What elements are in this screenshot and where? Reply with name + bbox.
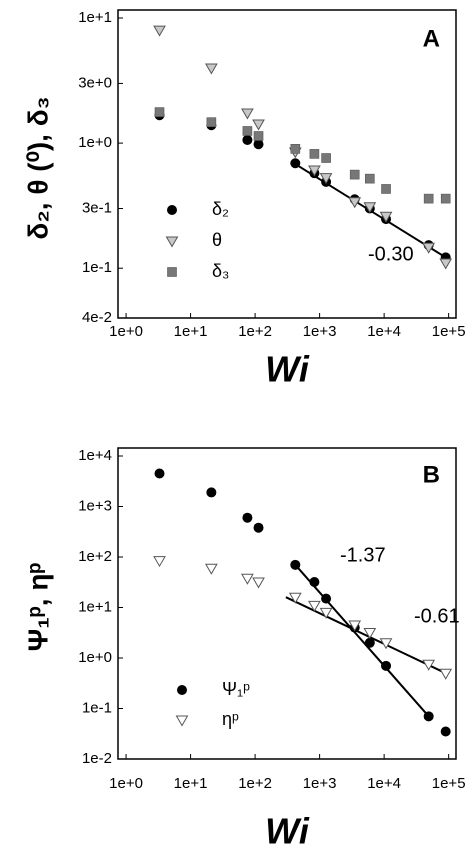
point bbox=[439, 258, 453, 270]
legend-marker bbox=[175, 715, 189, 727]
y-tick-label: 3e+0 bbox=[78, 74, 112, 91]
point bbox=[253, 522, 264, 533]
legend-marker bbox=[177, 685, 187, 695]
y-tick-label: 1e-2 bbox=[82, 750, 112, 767]
point bbox=[253, 131, 264, 141]
y-tick-label: 1e+4 bbox=[78, 447, 112, 464]
point bbox=[206, 117, 217, 127]
point bbox=[308, 600, 321, 612]
point bbox=[363, 202, 377, 214]
point bbox=[363, 627, 377, 639]
point bbox=[242, 126, 253, 136]
x-tick-label: 1e+3 bbox=[303, 323, 337, 340]
point bbox=[365, 173, 375, 184]
point bbox=[381, 184, 391, 194]
x-tick-label: 1e+3 bbox=[303, 775, 337, 792]
point bbox=[319, 173, 333, 185]
y-tick-label: 1e+1 bbox=[78, 598, 112, 615]
y-tick-label: 1e-1 bbox=[82, 699, 112, 716]
point bbox=[321, 153, 331, 163]
fit-label: -0.30 bbox=[368, 243, 414, 265]
x-tick-label: 1e+0 bbox=[109, 775, 143, 792]
point bbox=[379, 211, 393, 223]
legend-marker bbox=[165, 236, 179, 248]
point bbox=[242, 134, 253, 145]
point bbox=[253, 139, 264, 150]
y-tick-label: 1e+1 bbox=[78, 9, 112, 26]
legend-label: ηᵖ bbox=[222, 709, 239, 729]
point bbox=[348, 197, 362, 209]
point bbox=[204, 63, 218, 75]
point bbox=[206, 487, 217, 498]
point bbox=[154, 107, 165, 117]
point bbox=[348, 620, 362, 632]
point bbox=[319, 607, 333, 619]
legend-label: θ bbox=[212, 230, 222, 250]
fit-line bbox=[294, 564, 430, 717]
point bbox=[153, 556, 166, 568]
panel-label: B bbox=[423, 461, 440, 488]
point bbox=[364, 637, 375, 648]
panel-label: A bbox=[423, 25, 440, 52]
point bbox=[422, 659, 436, 671]
point bbox=[241, 573, 254, 585]
x-tick-label: 1e+1 bbox=[174, 775, 208, 792]
x-tick-label: 1e+5 bbox=[432, 775, 466, 792]
point bbox=[309, 149, 320, 159]
y-axis-label: δ₂, θ (⁰), δ₃ bbox=[22, 96, 53, 239]
point bbox=[290, 559, 301, 570]
point bbox=[379, 638, 393, 650]
point bbox=[308, 165, 321, 177]
plot-frame bbox=[117, 9, 457, 319]
point bbox=[423, 711, 434, 722]
x-tick-label: 1e+4 bbox=[367, 323, 401, 340]
point bbox=[440, 193, 451, 204]
point bbox=[440, 726, 451, 737]
y-tick-label: 3e-1 bbox=[82, 199, 112, 216]
point bbox=[381, 660, 392, 671]
x-tick-label: 1e+4 bbox=[367, 775, 401, 792]
fit-label: -0.61 bbox=[414, 605, 460, 627]
x-tick-label: 1e+5 bbox=[432, 323, 466, 340]
x-axis-label: Wi bbox=[265, 811, 310, 852]
point bbox=[349, 169, 360, 180]
x-tick-label: 1e+1 bbox=[174, 323, 208, 340]
point bbox=[242, 512, 253, 523]
point bbox=[309, 576, 320, 587]
legend-marker bbox=[167, 267, 177, 277]
point bbox=[321, 593, 332, 604]
y-tick-label: 1e+3 bbox=[78, 497, 112, 514]
x-tick-label: 1e+0 bbox=[109, 323, 143, 340]
point bbox=[204, 563, 218, 575]
y-tick-label: 1e-1 bbox=[82, 259, 112, 276]
point bbox=[290, 144, 301, 154]
point bbox=[423, 193, 434, 204]
point bbox=[439, 668, 453, 680]
point bbox=[153, 25, 166, 37]
x-tick-label: 1e+2 bbox=[238, 323, 272, 340]
plot-frame bbox=[117, 447, 457, 760]
y-tick-label: 4e-2 bbox=[82, 309, 112, 326]
x-tick-label: 1e+2 bbox=[238, 775, 272, 792]
point bbox=[154, 468, 165, 479]
legend-label: δ₂ bbox=[212, 199, 229, 219]
legend-label: Ψ₁ᵖ bbox=[222, 679, 250, 699]
y-tick-label: 1e+0 bbox=[78, 649, 112, 666]
fit-line bbox=[285, 596, 447, 675]
point bbox=[252, 577, 265, 589]
point bbox=[252, 119, 265, 131]
y-tick-label: 1e+2 bbox=[78, 548, 112, 565]
point bbox=[241, 108, 254, 120]
point bbox=[290, 158, 301, 169]
legend-label: δ₃ bbox=[212, 261, 229, 281]
legend-marker bbox=[167, 205, 177, 215]
x-axis-label: Wi bbox=[265, 349, 310, 390]
point bbox=[422, 242, 436, 254]
y-tick-label: 1e+0 bbox=[78, 134, 112, 151]
fit-label: -1.37 bbox=[340, 544, 386, 566]
point bbox=[288, 592, 302, 604]
y-axis-label: Ψ₁ᵖ, ηᵖ bbox=[22, 563, 53, 652]
